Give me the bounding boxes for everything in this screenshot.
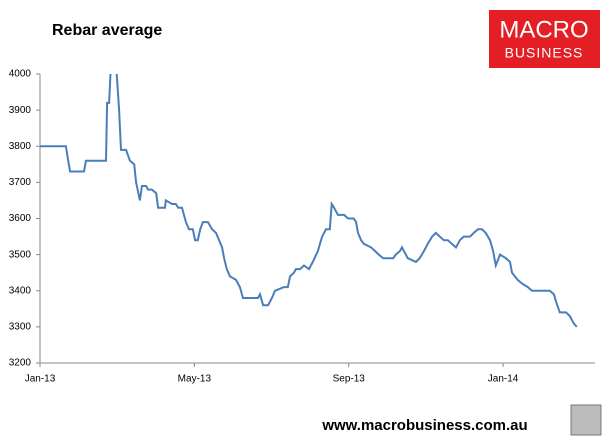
y-tick-label: 4000 bbox=[9, 69, 32, 80]
footer: www.macrobusiness.com.au bbox=[321, 417, 527, 434]
y-tick-label: 3700 bbox=[9, 177, 32, 188]
y-tick-label: 3900 bbox=[9, 105, 32, 116]
y-tick-label: 3200 bbox=[9, 358, 32, 369]
chart-title: Rebar average bbox=[52, 22, 162, 39]
y-tick-label: 3300 bbox=[9, 322, 32, 333]
x-tick-label: Jan-13 bbox=[25, 374, 56, 385]
x-tick-label: Jan-14 bbox=[488, 374, 519, 385]
logo-text: MACRO bbox=[499, 16, 588, 43]
y-tick-label: 3800 bbox=[9, 141, 32, 152]
line bbox=[40, 74, 578, 328]
x-tick-label: Sep-13 bbox=[333, 374, 366, 385]
y-tick-label: 3600 bbox=[9, 213, 32, 224]
logo-icon bbox=[570, 404, 602, 436]
y-tick-label: 3400 bbox=[9, 285, 32, 296]
x-tick-label: May-13 bbox=[178, 374, 212, 385]
y-tick-label: 3500 bbox=[9, 249, 32, 260]
logo-box bbox=[489, 10, 600, 68]
logo-text: BUSINESS bbox=[505, 45, 584, 61]
